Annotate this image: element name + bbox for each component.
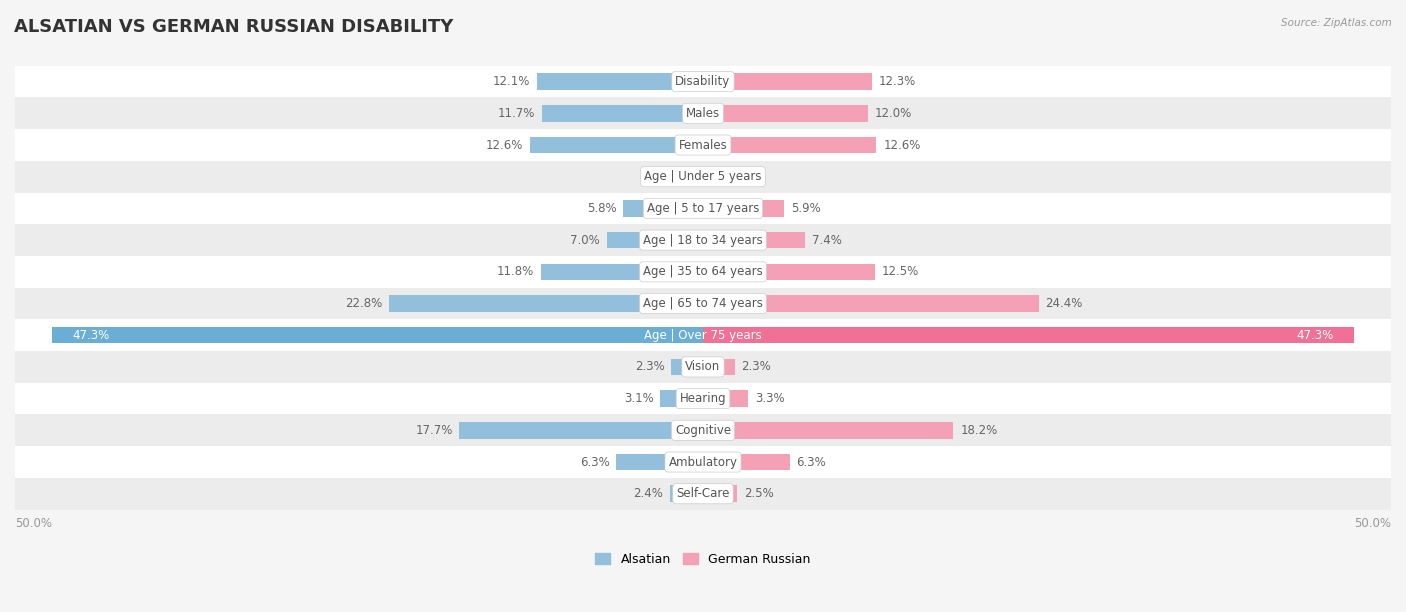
Text: 2.3%: 2.3% xyxy=(741,360,772,373)
Text: Self-Care: Self-Care xyxy=(676,487,730,500)
Text: 2.4%: 2.4% xyxy=(633,487,664,500)
Bar xyxy=(530,136,703,153)
Text: 11.8%: 11.8% xyxy=(496,266,534,278)
Text: Age | 65 to 74 years: Age | 65 to 74 years xyxy=(643,297,763,310)
Text: 2.3%: 2.3% xyxy=(634,360,665,373)
Text: Disability: Disability xyxy=(675,75,731,88)
Text: Vision: Vision xyxy=(685,360,721,373)
Bar xyxy=(703,295,1039,312)
Bar xyxy=(606,232,703,248)
Text: Females: Females xyxy=(679,138,727,152)
Text: 47.3%: 47.3% xyxy=(73,329,110,341)
Bar xyxy=(703,485,737,502)
Text: Age | 35 to 64 years: Age | 35 to 64 years xyxy=(643,266,763,278)
Text: 6.3%: 6.3% xyxy=(579,455,609,469)
Text: Cognitive: Cognitive xyxy=(675,424,731,437)
Bar xyxy=(15,478,1391,510)
Bar xyxy=(15,382,1391,414)
Text: 11.7%: 11.7% xyxy=(498,107,536,120)
Text: 6.3%: 6.3% xyxy=(797,455,827,469)
Bar xyxy=(703,390,748,407)
Text: 1.2%: 1.2% xyxy=(650,170,679,183)
Bar xyxy=(15,224,1391,256)
Text: 7.0%: 7.0% xyxy=(569,234,600,247)
Bar xyxy=(15,256,1391,288)
Bar xyxy=(623,200,703,217)
Bar xyxy=(703,105,868,122)
Bar xyxy=(15,414,1391,446)
Bar xyxy=(686,168,703,185)
Bar xyxy=(703,359,735,375)
Text: 12.6%: 12.6% xyxy=(883,138,921,152)
Bar xyxy=(15,319,1391,351)
Text: 3.3%: 3.3% xyxy=(755,392,785,405)
Bar xyxy=(15,193,1391,224)
Text: 12.6%: 12.6% xyxy=(485,138,523,152)
Bar xyxy=(15,446,1391,478)
Bar xyxy=(15,129,1391,161)
Bar xyxy=(15,97,1391,129)
Bar xyxy=(52,327,703,343)
Text: 5.9%: 5.9% xyxy=(792,202,821,215)
Text: 12.0%: 12.0% xyxy=(875,107,912,120)
Bar xyxy=(703,264,875,280)
Text: 5.8%: 5.8% xyxy=(586,202,616,215)
Text: 22.8%: 22.8% xyxy=(344,297,382,310)
Bar xyxy=(703,73,872,90)
Bar xyxy=(661,390,703,407)
Bar xyxy=(15,65,1391,97)
Text: 1.6%: 1.6% xyxy=(733,170,762,183)
Text: 2.5%: 2.5% xyxy=(744,487,775,500)
Bar xyxy=(703,422,953,439)
Bar xyxy=(389,295,703,312)
Text: Age | 18 to 34 years: Age | 18 to 34 years xyxy=(643,234,763,247)
Text: ALSATIAN VS GERMAN RUSSIAN DISABILITY: ALSATIAN VS GERMAN RUSSIAN DISABILITY xyxy=(14,18,453,36)
Text: Age | 5 to 17 years: Age | 5 to 17 years xyxy=(647,202,759,215)
Bar xyxy=(15,288,1391,319)
Bar xyxy=(541,105,703,122)
Bar xyxy=(703,232,804,248)
Bar xyxy=(703,168,725,185)
Text: 12.3%: 12.3% xyxy=(879,75,917,88)
Bar xyxy=(460,422,703,439)
Text: Males: Males xyxy=(686,107,720,120)
Text: Age | Under 5 years: Age | Under 5 years xyxy=(644,170,762,183)
Text: 50.0%: 50.0% xyxy=(15,517,52,529)
Bar xyxy=(15,351,1391,382)
Text: 7.4%: 7.4% xyxy=(811,234,842,247)
Text: 18.2%: 18.2% xyxy=(960,424,998,437)
Text: Hearing: Hearing xyxy=(679,392,727,405)
Bar xyxy=(15,161,1391,193)
Text: 50.0%: 50.0% xyxy=(1354,517,1391,529)
Text: 24.4%: 24.4% xyxy=(1046,297,1083,310)
Bar xyxy=(616,453,703,470)
Text: 3.1%: 3.1% xyxy=(624,392,654,405)
Bar xyxy=(537,73,703,90)
Text: 12.1%: 12.1% xyxy=(492,75,530,88)
Text: 47.3%: 47.3% xyxy=(1296,329,1333,341)
Text: Ambulatory: Ambulatory xyxy=(668,455,738,469)
Bar xyxy=(703,453,790,470)
Legend: Alsatian, German Russian: Alsatian, German Russian xyxy=(591,548,815,571)
Text: Source: ZipAtlas.com: Source: ZipAtlas.com xyxy=(1281,18,1392,28)
Bar xyxy=(541,264,703,280)
Bar xyxy=(671,485,703,502)
Text: 17.7%: 17.7% xyxy=(415,424,453,437)
Bar xyxy=(703,327,1354,343)
Bar xyxy=(703,200,785,217)
Bar xyxy=(703,136,876,153)
Text: 12.5%: 12.5% xyxy=(882,266,920,278)
Bar xyxy=(671,359,703,375)
Text: Age | Over 75 years: Age | Over 75 years xyxy=(644,329,762,341)
